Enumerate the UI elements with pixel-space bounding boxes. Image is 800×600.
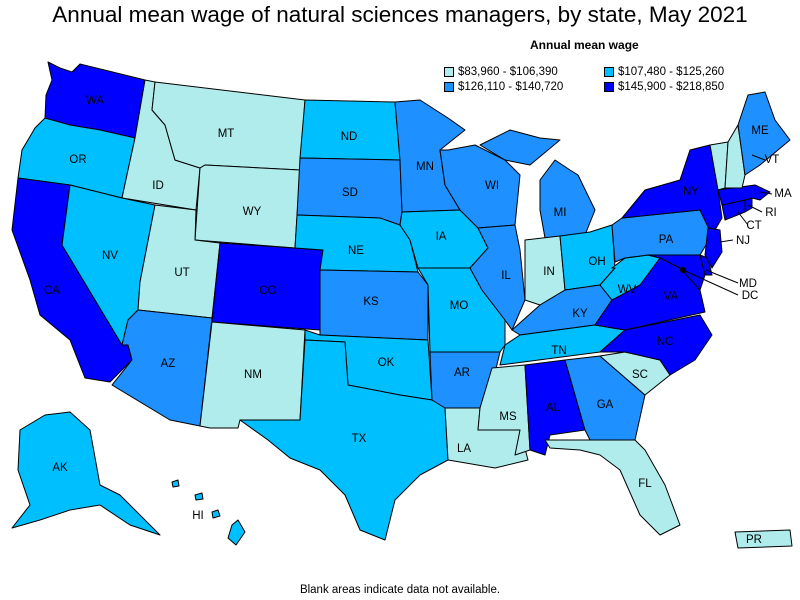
label-CO: CO bbox=[259, 285, 276, 297]
legend-item-1: $83,960 - $106,390 bbox=[444, 66, 558, 78]
label-NV: NV bbox=[102, 250, 118, 262]
legend-title: Annual mean wage bbox=[530, 38, 639, 52]
legend-label-3: $126,110 - $140,720 bbox=[458, 81, 564, 93]
label-UT: UT bbox=[174, 267, 189, 279]
label-TN: TN bbox=[551, 345, 566, 357]
label-MA: MA bbox=[774, 188, 792, 200]
label-AK: AK bbox=[52, 462, 68, 474]
label-OH: OH bbox=[588, 256, 605, 268]
label-ID: ID bbox=[152, 180, 164, 192]
label-TX: TX bbox=[352, 433, 367, 445]
label-PA: PA bbox=[659, 234, 674, 246]
state-HI-3[interactable] bbox=[194, 492, 204, 501]
label-OK: OK bbox=[378, 357, 395, 369]
legend-item-3: $126,110 - $140,720 bbox=[444, 81, 563, 93]
footnote: Blank areas indicate data not available. bbox=[299, 584, 501, 596]
label-IL: IL bbox=[501, 270, 511, 282]
label-KY: KY bbox=[572, 308, 588, 320]
label-FL: FL bbox=[638, 478, 652, 490]
map-title: Annual mean wage of natural sciences man… bbox=[52, 2, 748, 27]
state-NM[interactable] bbox=[199, 321, 306, 429]
label-WA: WA bbox=[86, 95, 104, 107]
state-ND[interactable] bbox=[299, 99, 401, 161]
state-labels: WA OR CA ID NV MT WY UT CO AZ NM ND SD N… bbox=[44, 95, 792, 546]
label-KS: KS bbox=[363, 296, 379, 308]
label-MT: MT bbox=[218, 128, 235, 140]
state-NJ[interactable] bbox=[704, 227, 723, 269]
state-DE[interactable] bbox=[699, 254, 713, 276]
legend-label-1: $83,960 - $106,390 bbox=[458, 66, 558, 78]
state-FL[interactable] bbox=[544, 439, 681, 536]
label-CT: CT bbox=[746, 220, 761, 232]
label-SD: SD bbox=[342, 187, 358, 199]
label-LA: LA bbox=[457, 443, 471, 455]
state-NC[interactable] bbox=[599, 314, 713, 376]
state-MA[interactable] bbox=[717, 184, 771, 206]
label-ND: ND bbox=[341, 131, 358, 143]
state-ME[interactable] bbox=[737, 91, 791, 176]
label-VA: VA bbox=[664, 291, 679, 303]
leader-lines bbox=[682, 154, 773, 296]
state-HI-4[interactable] bbox=[171, 479, 180, 488]
label-NM: NM bbox=[244, 369, 262, 381]
label-AZ: AZ bbox=[161, 358, 176, 370]
state-WY[interactable] bbox=[194, 164, 301, 249]
label-ME: ME bbox=[751, 125, 769, 137]
label-WV: WV bbox=[618, 284, 637, 296]
state-HI-2[interactable] bbox=[211, 509, 221, 519]
state-MI-UP[interactable] bbox=[479, 129, 561, 166]
label-WY: WY bbox=[243, 206, 262, 218]
legend-swatch-2 bbox=[604, 67, 614, 77]
state-MT[interactable] bbox=[151, 81, 306, 171]
legend-label-4: $145,900 - $218,850 bbox=[618, 81, 725, 93]
legend-swatch-1 bbox=[444, 67, 454, 77]
label-RI: RI bbox=[765, 207, 777, 219]
label-AL: AL bbox=[546, 402, 561, 414]
label-IN: IN bbox=[543, 266, 555, 278]
label-WI: WI bbox=[485, 180, 499, 192]
label-CA: CA bbox=[44, 285, 60, 297]
state-KS[interactable] bbox=[319, 269, 429, 341]
legend-item-2: $107,480 - $125,260 bbox=[604, 66, 724, 78]
state-AK[interactable] bbox=[11, 411, 161, 536]
state-HI[interactable] bbox=[227, 519, 246, 546]
label-MI: MI bbox=[554, 207, 567, 219]
legend-item-4: $145,900 - $218,850 bbox=[604, 81, 724, 93]
label-NJ: NJ bbox=[736, 235, 750, 247]
label-DC: DC bbox=[742, 290, 759, 302]
label-MO: MO bbox=[450, 300, 469, 312]
label-OR: OR bbox=[69, 154, 86, 166]
label-VT: VT bbox=[765, 154, 780, 166]
label-PR: PR bbox=[746, 534, 762, 546]
label-NY: NY bbox=[683, 186, 699, 198]
legend-label-2: $107,480 - $125,260 bbox=[618, 66, 725, 78]
label-SC: SC bbox=[632, 369, 648, 381]
label-AR: AR bbox=[454, 367, 470, 379]
label-MN: MN bbox=[416, 161, 434, 173]
state-IL[interactable] bbox=[469, 224, 526, 331]
legend-swatch-4 bbox=[604, 82, 614, 92]
label-IA: IA bbox=[436, 231, 447, 243]
label-MS: MS bbox=[499, 411, 517, 423]
label-NE: NE bbox=[348, 245, 364, 257]
label-MD: MD bbox=[739, 278, 757, 290]
label-HI: HI bbox=[192, 510, 204, 522]
state-MI[interactable] bbox=[539, 159, 596, 239]
label-GA: GA bbox=[597, 399, 614, 411]
legend-swatch-3 bbox=[444, 82, 454, 92]
label-NC: NC bbox=[657, 336, 674, 348]
state-TX[interactable] bbox=[239, 339, 449, 541]
state-PR[interactable] bbox=[734, 529, 793, 549]
